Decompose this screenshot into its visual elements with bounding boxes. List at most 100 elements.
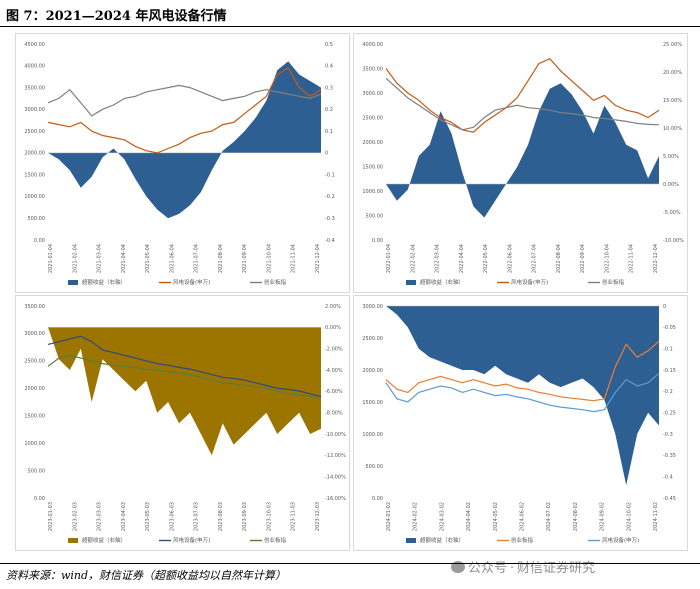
right-axis-tick: -0.2	[325, 194, 335, 200]
right-axis-tick: -4.00%	[325, 368, 343, 374]
chart-svg: 4000.00 3500.00 3000.00 2500.00 2000.00 1500.…	[362, 42, 684, 286]
legend-swatch	[68, 280, 78, 285]
x-axis-tick: 2023-08-03	[218, 502, 224, 531]
x-axis-tick: 2021-06-04	[169, 244, 175, 273]
right-axis-tick: 15.00%	[663, 98, 682, 104]
series-line-1	[47, 354, 322, 399]
legend-label: 创业板指	[264, 278, 287, 286]
right-axis-tick: -0.05	[663, 325, 676, 331]
right-axis-tick: 0.5	[325, 42, 333, 48]
right-axis-tick: -2.00%	[325, 346, 343, 352]
right-axis-tick: -16.00%	[325, 496, 346, 502]
series-line-0	[47, 67, 322, 154]
legend-label: 超额收益（右轴）	[420, 536, 464, 544]
right-axis-tick: -0.3	[325, 216, 335, 222]
right-axis-tick: -0.4	[325, 238, 335, 244]
left-axis-tick: 500.00	[366, 464, 384, 470]
x-axis-tick: 2023-09-03	[242, 502, 248, 531]
bottom-rule	[0, 563, 700, 564]
right-axis-tick: 0	[663, 304, 666, 310]
x-axis-tick: 2022-02-04	[410, 244, 416, 273]
chart-panel-2021: 4500.00 4000.00 3500.00 3000.00 2500.00 2000.…	[15, 33, 350, 293]
x-axis-tick: 2022-01-04	[386, 244, 392, 273]
right-axis-tick: 20.00%	[663, 70, 682, 76]
left-axis-tick: 2500.00	[362, 115, 383, 121]
left-axis-tick: 1500.00	[362, 400, 383, 406]
x-axis-tick: 2022-10-04	[604, 244, 610, 273]
x-axis-tick: 2024-01-02	[386, 502, 392, 531]
right-axis-tick: 0	[325, 151, 328, 157]
x-axis-tick: 2024-11-02	[653, 502, 659, 531]
legend-label: 超额收益（右轴）	[82, 278, 126, 286]
x-axis-tick: 2021-02-04	[72, 244, 78, 273]
x-axis-tick: 2024-02-02	[413, 502, 419, 531]
right-axis-tick: -0.3	[663, 432, 673, 438]
left-axis-tick: 0.00	[372, 238, 383, 244]
left-axis-tick: 2000.00	[362, 140, 383, 146]
chart-svg: 3000.00 2500.00 2000.00 1500.00 1000.00 500.0…	[362, 304, 676, 544]
chart-panel-2022: 4000.00 3500.00 3000.00 2500.00 2000.00 1500.…	[353, 33, 688, 293]
left-axis-tick: 0.00	[34, 238, 45, 244]
x-axis-tick: 2024-05-02	[493, 502, 499, 531]
right-axis-tick: -8.00%	[325, 410, 343, 416]
watermark-separator: ·	[509, 561, 515, 576]
left-axis-tick: 2000.00	[24, 386, 45, 392]
left-axis-tick: 3000.00	[362, 91, 383, 97]
x-axis-tick: 2024-10-02	[626, 502, 632, 531]
left-axis-tick: 4000.00	[24, 64, 45, 70]
legend-label: 风电设备(申万)	[173, 536, 210, 544]
left-axis-tick: 1000.00	[24, 194, 45, 200]
series-line-0	[385, 57, 660, 133]
right-axis-tick: 0.3	[325, 85, 333, 91]
watermark-name: 财信证券研究	[517, 561, 596, 576]
x-axis-tick: 2022-09-04	[580, 244, 586, 273]
watermark: 公众号 · 财信证券研究	[451, 557, 595, 576]
excess-return-area	[48, 327, 321, 456]
legend-label: 超额收益（右轴）	[82, 536, 126, 544]
left-axis-tick: 3000.00	[24, 107, 45, 113]
x-axis-tick: 2024-07-02	[546, 502, 552, 531]
right-axis-tick: 25.00%	[663, 42, 682, 48]
x-axis-tick: 2023-10-03	[266, 502, 272, 531]
right-axis-tick: 10.00%	[663, 126, 682, 132]
x-axis-tick: 2021-04-04	[121, 244, 127, 273]
right-axis-tick: -0.1	[325, 172, 335, 178]
x-axis-tick: 2022-06-04	[507, 244, 513, 273]
left-axis-tick: 500.00	[366, 213, 384, 219]
x-axis-tick: 2021-09-04	[242, 244, 248, 273]
left-axis-tick: 3500.00	[362, 66, 383, 72]
chart-svg: 3500.00 3000.00 2500.00 2000.00 1500.00 1000.…	[24, 304, 346, 544]
chart-panel-2024: 3000.00 2500.00 2000.00 1500.00 1000.00 500.0…	[353, 295, 688, 551]
x-axis-tick: 2023-07-03	[194, 502, 200, 531]
legend-label: 风电设备(申万)	[511, 278, 548, 286]
legend-swatch	[406, 280, 416, 285]
x-axis-tick: 2022-04-04	[459, 244, 465, 273]
x-axis-tick: 2024-06-02	[520, 502, 526, 531]
x-axis-tick: 2021-05-04	[145, 244, 151, 273]
right-axis-tick: -0.1	[663, 346, 673, 352]
right-axis-tick: -0.25	[663, 410, 676, 416]
chart-panel-2023: 3500.00 3000.00 2500.00 2000.00 1500.00 1000.…	[15, 295, 350, 551]
left-axis-tick: 2000.00	[362, 368, 383, 374]
x-axis-tick: 2022-07-04	[532, 244, 538, 273]
x-axis-tick: 2023-03-03	[97, 502, 103, 531]
left-axis-tick: 500.00	[28, 468, 46, 474]
left-axis-tick: 4000.00	[362, 42, 383, 48]
source-note: 资料来源：wind，财信证券（超额收益均以自然年计算）	[6, 569, 287, 582]
x-axis-tick: 2023-12-03	[315, 502, 321, 531]
right-axis-tick: 0.00%	[663, 182, 679, 188]
left-axis-tick: 2000.00	[24, 151, 45, 157]
x-axis-tick: 2024-08-02	[573, 502, 579, 531]
right-axis-tick: 0.00%	[325, 325, 341, 331]
right-axis-tick: -12.00%	[325, 453, 346, 459]
left-axis-tick: 500.00	[28, 216, 46, 222]
left-axis-tick: 2500.00	[362, 336, 383, 342]
x-axis-tick: 2021-12-04	[315, 244, 321, 273]
legend-label: 创业板指	[264, 536, 287, 544]
x-axis-tick: 2021-03-04	[97, 244, 103, 273]
left-axis-tick: 1500.00	[24, 172, 45, 178]
x-axis-tick: 2023-01-03	[48, 502, 54, 531]
legend-swatch	[68, 538, 78, 543]
right-axis-tick: 0.4	[325, 64, 333, 70]
left-axis-tick: 1500.00	[362, 164, 383, 170]
